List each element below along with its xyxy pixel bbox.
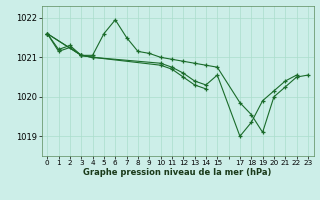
X-axis label: Graphe pression niveau de la mer (hPa): Graphe pression niveau de la mer (hPa) [84,168,272,177]
